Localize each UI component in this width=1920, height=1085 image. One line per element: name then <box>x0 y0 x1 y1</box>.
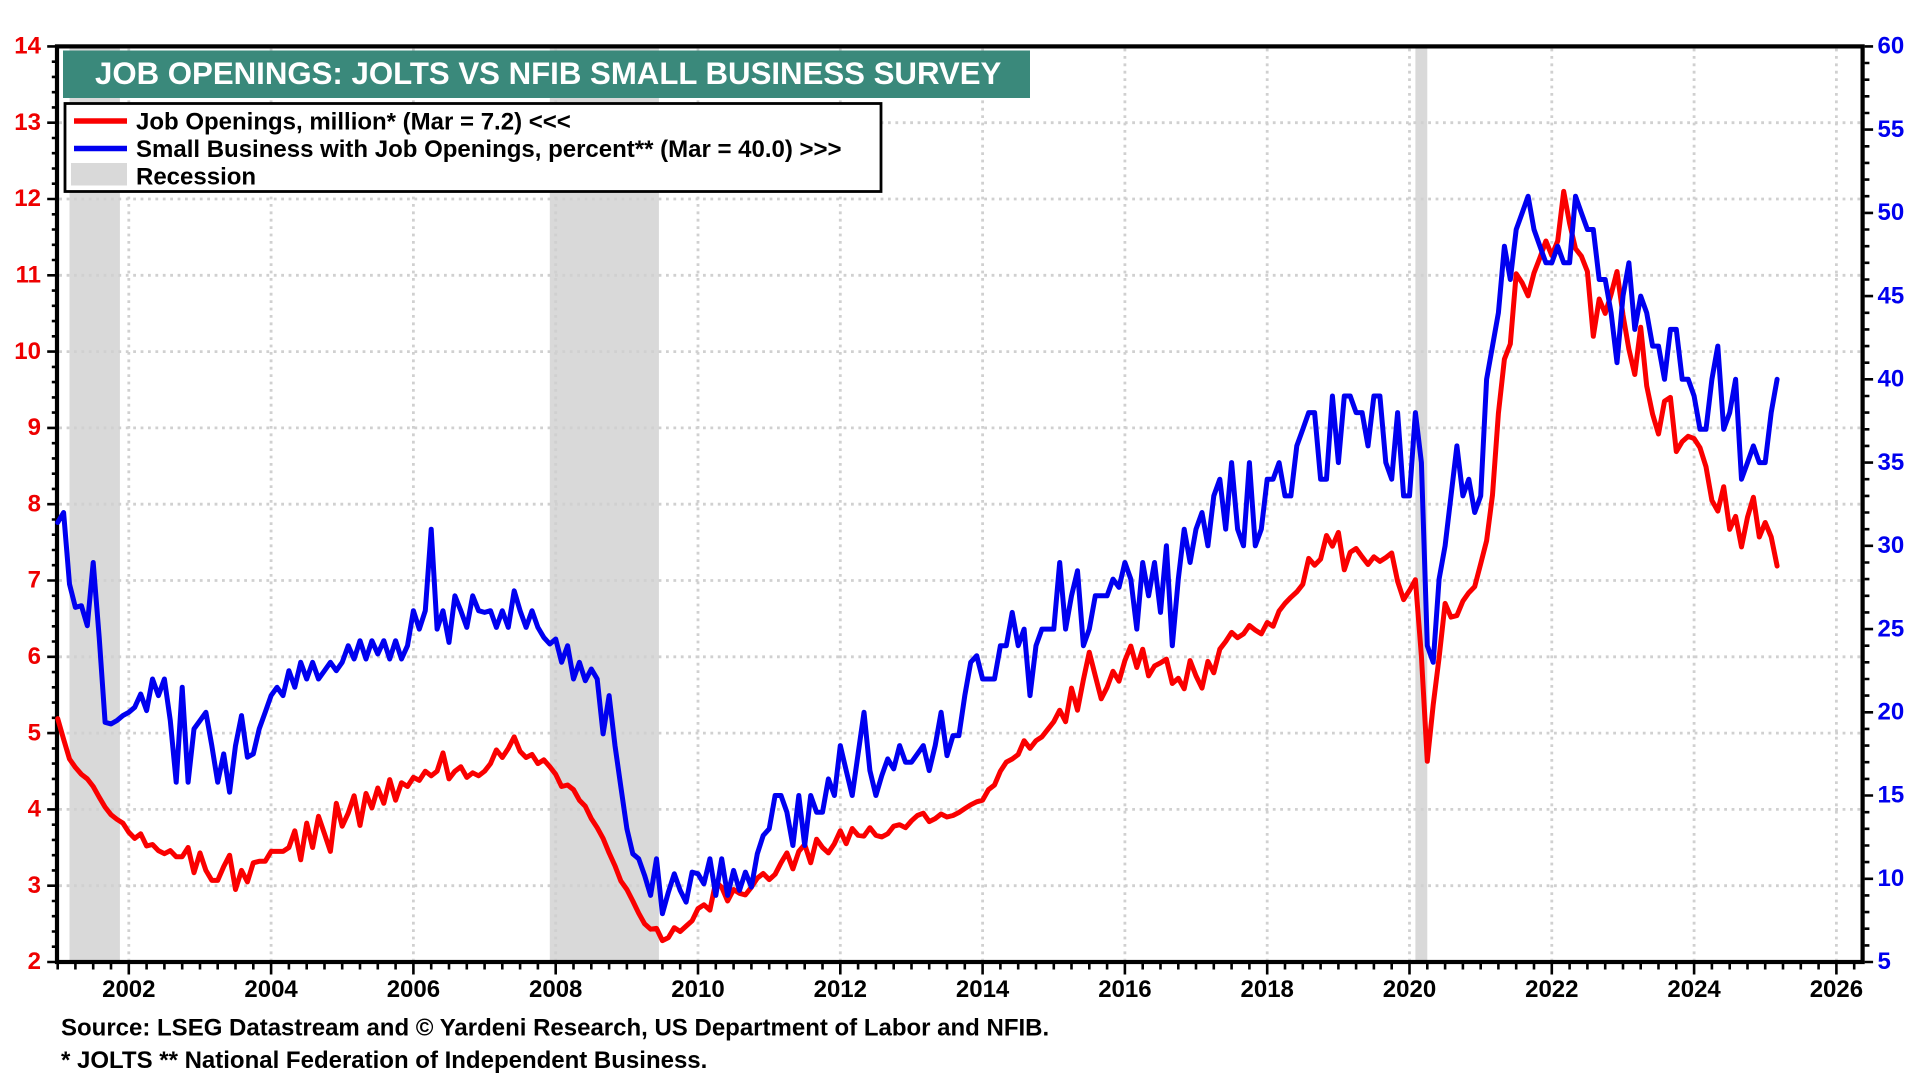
svg-text:2002: 2002 <box>102 976 155 1003</box>
svg-text:4: 4 <box>28 796 42 823</box>
svg-text:35: 35 <box>1878 449 1905 476</box>
svg-text:20: 20 <box>1878 699 1905 726</box>
svg-text:2008: 2008 <box>529 976 582 1003</box>
svg-text:30: 30 <box>1878 532 1905 559</box>
svg-text:JOB OPENINGS: JOLTS VS NFIB SM: JOB OPENINGS: JOLTS VS NFIB SMALL BUSINE… <box>95 56 1002 91</box>
svg-text:2016: 2016 <box>1098 976 1151 1003</box>
svg-text:50: 50 <box>1878 199 1905 226</box>
svg-text:2012: 2012 <box>814 976 867 1003</box>
svg-text:55: 55 <box>1878 116 1905 143</box>
svg-text:12: 12 <box>14 185 41 212</box>
svg-text:10: 10 <box>1878 865 1905 892</box>
svg-text:Recession: Recession <box>136 164 256 191</box>
svg-text:2006: 2006 <box>387 976 440 1003</box>
svg-text:2026: 2026 <box>1810 976 1863 1003</box>
svg-text:11: 11 <box>16 262 41 289</box>
svg-text:25: 25 <box>1878 615 1905 642</box>
svg-text:Small Business with Job Openin: Small Business with Job Openings, percen… <box>136 136 842 163</box>
svg-text:2024: 2024 <box>1667 976 1721 1003</box>
svg-text:8: 8 <box>28 490 41 517</box>
svg-text:60: 60 <box>1878 33 1905 60</box>
svg-text:5: 5 <box>28 719 41 746</box>
svg-text:15: 15 <box>1878 782 1905 809</box>
svg-text:3: 3 <box>28 872 41 899</box>
svg-text:45: 45 <box>1878 282 1905 309</box>
svg-text:* JOLTS ** National Federati: * JOLTS ** National Federation of Indepe… <box>61 1047 707 1074</box>
svg-text:2: 2 <box>28 948 41 975</box>
svg-text:13: 13 <box>14 109 41 136</box>
svg-text:2020: 2020 <box>1383 976 1436 1003</box>
svg-text:40: 40 <box>1878 366 1905 393</box>
svg-text:2004: 2004 <box>244 976 298 1003</box>
svg-text:5: 5 <box>1878 948 1891 975</box>
svg-text:2018: 2018 <box>1241 976 1294 1003</box>
svg-text:10: 10 <box>14 338 41 365</box>
svg-text:6: 6 <box>28 643 41 670</box>
svg-text:Source: LSEG Datastream and ©: Source: LSEG Datastream and © Yardeni Re… <box>61 1015 1049 1042</box>
svg-text:2014: 2014 <box>956 976 1010 1003</box>
svg-text:2010: 2010 <box>671 976 724 1003</box>
svg-text:Job Openings, million* (Mar =: Job Openings, million* (Mar = 7.2) <<< <box>136 109 571 136</box>
svg-text:14: 14 <box>14 33 41 60</box>
svg-text:2022: 2022 <box>1525 976 1578 1003</box>
svg-text:7: 7 <box>28 567 41 594</box>
svg-text:9: 9 <box>28 414 41 441</box>
